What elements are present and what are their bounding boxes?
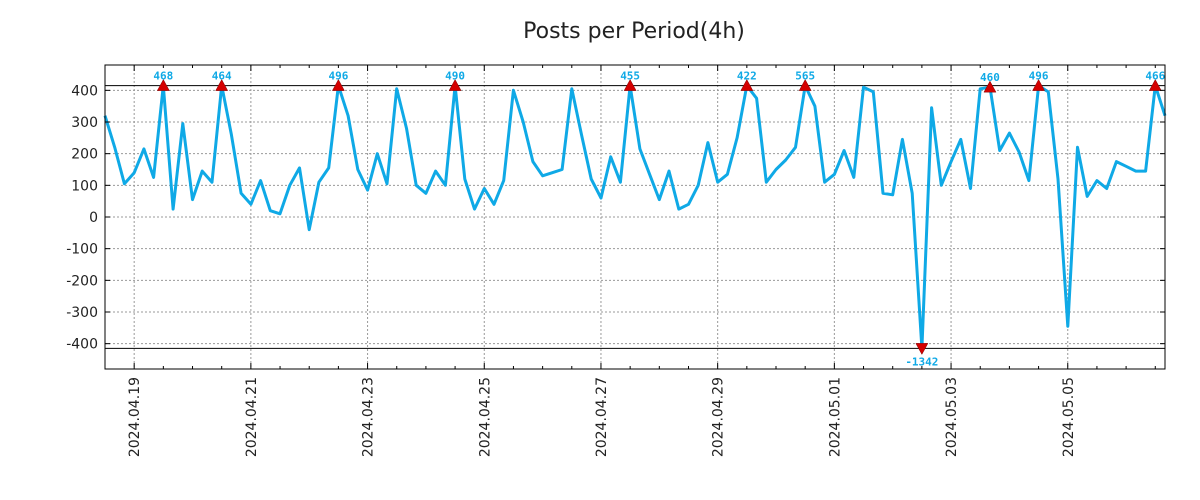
x-tick-label: 2024.04.19 bbox=[127, 377, 143, 457]
peak-label: 496 bbox=[1029, 70, 1049, 83]
peak-label: 490 bbox=[445, 70, 465, 83]
x-tick-label: 2024.04.27 bbox=[594, 377, 610, 457]
x-tick-label: 2024.05.01 bbox=[827, 377, 843, 457]
trough-marker bbox=[915, 343, 929, 355]
peak-label: 466 bbox=[1145, 70, 1165, 83]
peak-label: 468 bbox=[153, 70, 173, 83]
plot-frame bbox=[104, 64, 1166, 370]
y-tick-label: 0 bbox=[89, 210, 98, 226]
trough-label: -1342 bbox=[905, 355, 938, 368]
y-tick-label: -200 bbox=[66, 273, 98, 289]
y-tick-label: 400 bbox=[71, 83, 98, 99]
x-tick-label: 2024.04.23 bbox=[361, 377, 377, 457]
x-axis: 2024.04.19 2024.04.21 2024.04.23 2024.04.25… bbox=[104, 65, 1156, 457]
x-tick-label: 2024.04.25 bbox=[477, 377, 493, 457]
peak-marker bbox=[1032, 79, 1045, 91]
peak-marker bbox=[983, 80, 997, 93]
x-tick-label: 2024.05.05 bbox=[1061, 377, 1077, 457]
peak-marker bbox=[798, 79, 812, 91]
y-tick-label: -100 bbox=[66, 242, 98, 258]
peak-marker bbox=[623, 79, 637, 91]
peak-label: 565 bbox=[795, 70, 815, 83]
chart-title: Posts per Period(4h) bbox=[523, 19, 745, 44]
peak-marker bbox=[1148, 79, 1162, 91]
peak-label: 455 bbox=[620, 70, 640, 83]
y-tick-label: -400 bbox=[66, 337, 98, 353]
peak-label: 464 bbox=[212, 70, 232, 83]
y-tick-label: 100 bbox=[71, 178, 98, 194]
peak-markers: 468 464 496 490 455 422 565 -1342 460 496 466 bbox=[153, 70, 1165, 369]
peak-marker bbox=[448, 79, 462, 91]
y-axis: 400 300 200 100 0 -100 -200 -300 -400 bbox=[66, 83, 1165, 353]
peak-marker bbox=[215, 79, 229, 91]
peak-marker bbox=[740, 79, 754, 91]
y-tick-label: -300 bbox=[66, 305, 98, 321]
peak-marker bbox=[156, 79, 170, 91]
y-tick-label: 200 bbox=[71, 147, 98, 163]
x-tick-label: 2024.05.03 bbox=[944, 377, 960, 457]
y-tick-label: 300 bbox=[71, 115, 98, 131]
x-tick-label: 2024.04.21 bbox=[244, 377, 260, 457]
x-tick-label: 2024.04.29 bbox=[711, 377, 727, 457]
peak-label: 496 bbox=[328, 70, 348, 83]
peak-label: 422 bbox=[737, 70, 757, 83]
peak-marker bbox=[331, 79, 345, 91]
peak-label: 460 bbox=[980, 71, 1000, 84]
